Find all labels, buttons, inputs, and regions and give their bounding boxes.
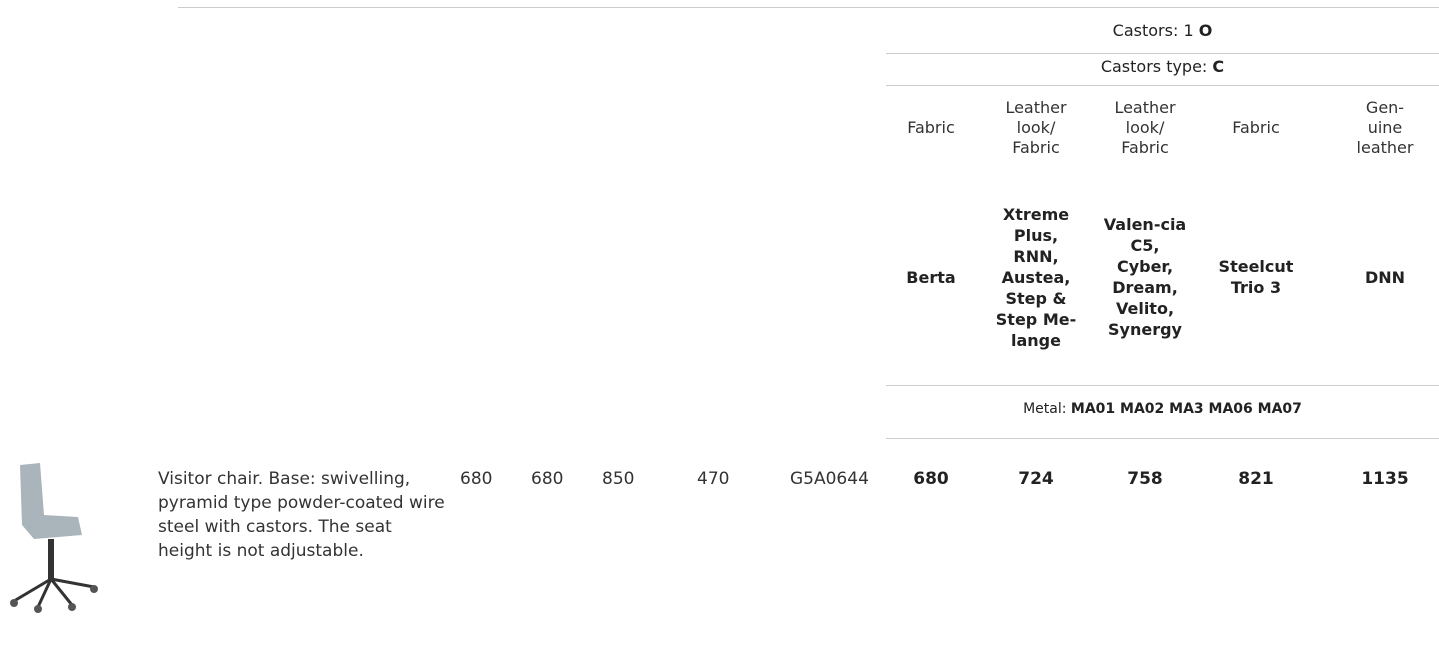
price: 758 — [1127, 469, 1163, 489]
castors-value: O — [1198, 21, 1213, 40]
price: 821 — [1238, 469, 1274, 489]
rule — [178, 7, 1439, 8]
fabric-cell: Xtreme Plus, RNN, Austea, Step & Step Me… — [983, 172, 1089, 382]
castors-label: Castors: 1 — [1112, 21, 1194, 40]
material-cell: Leather look/ Fabric — [1092, 92, 1198, 164]
fabric-cell: Valen-cia C5, Cyber, Dream, Velito, Syne… — [1092, 172, 1198, 382]
rule — [886, 438, 1439, 439]
price: 680 — [913, 469, 949, 489]
material: Gen-uine leather — [1356, 98, 1414, 157]
material: Fabric — [907, 118, 955, 137]
fabric-cell: DNN — [1332, 172, 1438, 382]
castors-type-label: Castors type: — [1100, 57, 1208, 76]
chair-image — [10, 463, 98, 613]
dimension: 470 — [697, 469, 730, 489]
metal: Metal: MA01 MA02 MA3 MA06 MA07 — [886, 401, 1439, 417]
fabric: Steelcut Trio 3 — [1218, 257, 1294, 297]
material-cell: Gen-uine leather — [1332, 92, 1438, 164]
material-cell: Fabric — [878, 92, 984, 164]
metal-value: MA01 MA02 MA3 MA06 MA07 — [1070, 401, 1302, 417]
rule — [886, 85, 1439, 86]
description: Visitor chair. Base: swivelling, pyramid… — [158, 469, 445, 561]
price: 724 — [1018, 469, 1054, 489]
dimension: 680 — [531, 469, 564, 489]
dimension: 850 — [602, 469, 635, 489]
fabric: Berta — [906, 267, 956, 287]
material: Leather look/ Fabric — [1114, 98, 1176, 157]
rule — [886, 385, 1439, 386]
fabric: Xtreme Plus, RNN, Austea, Step & Step Me… — [995, 204, 1077, 350]
fabric-cell: Berta — [878, 172, 984, 382]
fabric-cell: Steelcut Trio 3 — [1203, 172, 1309, 382]
castors-type: Castors type: C — [886, 57, 1439, 77]
material: Leather look/ Fabric — [1005, 98, 1067, 157]
product-code: G5A0644 — [790, 469, 869, 489]
price: 1135 — [1361, 469, 1409, 489]
dimension: 680 — [460, 469, 493, 489]
material: Fabric — [1232, 118, 1280, 137]
material-cell: Leather look/ Fabric — [983, 92, 1089, 164]
material-cell: Fabric — [1203, 92, 1309, 164]
fabric: DNN — [1364, 267, 1406, 287]
castors-type-value: C — [1212, 57, 1225, 76]
fabric: Valen-cia C5, Cyber, Dream, Velito, Syne… — [1103, 215, 1187, 339]
metal-label: Metal: — [1023, 401, 1067, 417]
rule — [886, 53, 1439, 54]
castors: Castors: 1 O — [886, 21, 1439, 41]
